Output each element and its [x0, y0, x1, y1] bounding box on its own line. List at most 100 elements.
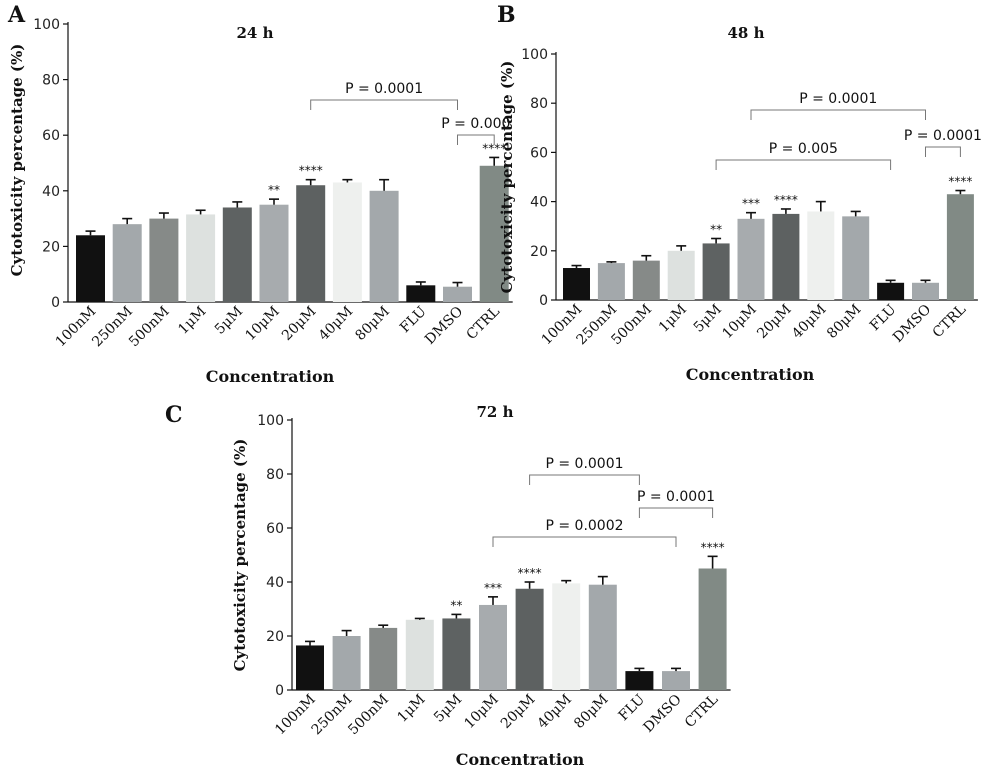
panel-a-bar [332, 182, 362, 302]
panel-c-p-value-label: P = 0.0001 [637, 489, 715, 505]
panel-b-p-value-label: P = 0.0001 [904, 128, 982, 144]
panel-a-x-tick-label: 10μM [242, 304, 282, 344]
panel-b-y-tick-label: 80 [530, 96, 548, 112]
panel-a-p-value-label: P = 0.000 [441, 116, 510, 132]
panel-a-y-tick-label: 60 [42, 128, 60, 144]
panel-a-letter: A [7, 2, 26, 28]
panel-b-title: 48 h [727, 24, 764, 42]
panel-b-x-tick-label: 1μM [656, 302, 690, 336]
panel-b-bar [632, 260, 660, 300]
panel-a-y-tick-label: 100 [33, 17, 60, 33]
panel-b-bar [702, 243, 730, 300]
panel-a-bar [369, 190, 399, 302]
panel-b-significance-stars: *** [742, 197, 760, 211]
panel-a-x-tick-label: 80μM [352, 304, 392, 344]
panel-c-x-tick-label: 40μM [535, 692, 575, 732]
panel-b-x-axis-label: Concentration [686, 365, 815, 384]
panel-b-x-tick-label: DMSO [890, 302, 934, 346]
panel-a-x-tick-label: 500nM [126, 304, 173, 351]
panel-a-bar [76, 235, 105, 302]
panel-a-bar [112, 224, 142, 302]
panel-c-bar [698, 568, 727, 690]
panel-c-bar [369, 627, 398, 690]
panel-a-x-tick-label: DMSO [422, 304, 466, 348]
panel-c-comparison-bracket [638, 507, 714, 518]
panel-b-bar [563, 268, 590, 300]
panel-a-p-value-label: P = 0.0001 [345, 81, 423, 97]
panel-c-y-axis-label: Cytotoxicity percentage (%) [231, 439, 249, 672]
panel-c-y-tick-label: 60 [266, 521, 284, 537]
panel-c-y-tick-label: 40 [266, 575, 284, 591]
panel-b-significance-stars: **** [774, 193, 798, 207]
panel-a-y-tick-label: 20 [42, 239, 60, 255]
panel-b-x-tick-label: 20μM [754, 302, 794, 342]
panel-b-bar [737, 218, 765, 300]
panel-b-p-value-label: P = 0.0001 [799, 91, 877, 107]
panel-b-bar [946, 194, 974, 300]
panel-c-bar [479, 604, 507, 690]
panel-c-bar [405, 619, 434, 690]
panel-c-y-tick-label: 80 [266, 467, 284, 483]
panel-c-x-tick-label: 10μM [461, 692, 501, 732]
panel-b-p-value-label: P = 0.005 [769, 141, 838, 157]
panel-c-bar [442, 618, 471, 690]
panel-c-x-tick-label: DMSO [641, 692, 685, 736]
panel-a-y-tick-label: 80 [42, 73, 60, 89]
panel-b-comparison-bracket [715, 159, 892, 170]
panel-b-x-tick-label: CTRL [930, 302, 970, 342]
panel-a-x-tick-label: 40μM [316, 304, 356, 344]
panel-b-x-tick-label: 80μM [824, 302, 864, 342]
panel-c-letter: C [165, 402, 183, 428]
panel-a-comparison-bracket [310, 99, 458, 110]
panel-a-bar [149, 218, 179, 302]
panel-c-x-tick-label: 1μM [394, 692, 428, 726]
panel-a-y-tick-label: 0 [51, 295, 60, 311]
panel-c-bar [625, 671, 654, 690]
panel-a-title: 24 h [236, 24, 273, 42]
panel-c-p-value-label: P = 0.0001 [545, 456, 623, 472]
panel-a-bar [443, 286, 472, 302]
panel-c-x-axis-label: Concentration [456, 750, 585, 769]
panel-b-significance-stars: ** [710, 223, 722, 237]
panel-c-y-tick-label: 0 [275, 683, 284, 699]
panel-b-y-tick-label: 100 [521, 47, 548, 63]
panel-c-p-value-label: P = 0.0002 [545, 518, 623, 534]
panel-c-y-tick-label: 100 [257, 413, 284, 429]
panel-b-y-tick-label: 40 [530, 195, 548, 211]
panel-b-comparison-bracket [925, 146, 961, 157]
panel-c: C 72 h Cytotoxicity percentage (%) Conce… [165, 402, 731, 769]
panel-a-x-tick-label: CTRL [464, 304, 504, 344]
panel-c-x-tick-label: 500nM [345, 692, 392, 739]
panel-c-x-tick-label: FLU [616, 691, 649, 724]
panel-a-bar [406, 285, 436, 302]
panel-a-x-axis-label: Concentration [206, 367, 335, 386]
panel-a-bar [186, 214, 216, 302]
panel-b-y-tick-label: 20 [530, 244, 548, 260]
panel-b-significance-stars: **** [948, 175, 972, 189]
panel-c-x-tick-label: 80μM [571, 692, 611, 732]
panel-a-y-axis-label: Cytotoxicity percentage (%) [8, 44, 26, 277]
panel-c-bar [662, 671, 690, 690]
panel-b-bar [842, 216, 870, 300]
panel-c-bar [588, 584, 617, 690]
panel-b-bar [877, 282, 905, 300]
panel-a-bar [259, 204, 289, 302]
panel-c-comparison-bracket [529, 474, 640, 485]
panel-c-bar [552, 583, 581, 690]
panel-b: B 48 h Cytotoxicity percentage (%) Conce… [497, 2, 982, 384]
panel-b-x-tick-label: 40μM [789, 302, 829, 342]
panel-c-significance-stars: **** [701, 540, 725, 554]
panel-c-comparison-bracket [492, 536, 677, 547]
panel-a-x-tick-label: 1μM [175, 304, 209, 338]
panel-a-x-tick-label: FLU [397, 303, 430, 336]
panel-c-bar [515, 588, 544, 690]
panel-b-y-tick-label: 60 [530, 145, 548, 161]
panel-c-bar [296, 645, 324, 690]
panel-b-letter: B [497, 2, 516, 28]
panel-b-bar [772, 213, 800, 300]
panel-a-x-tick-label: 20μM [279, 304, 319, 344]
panel-b-y-axis-label: Cytotoxicity percentage (%) [498, 61, 516, 294]
panel-a-bar [222, 207, 252, 302]
